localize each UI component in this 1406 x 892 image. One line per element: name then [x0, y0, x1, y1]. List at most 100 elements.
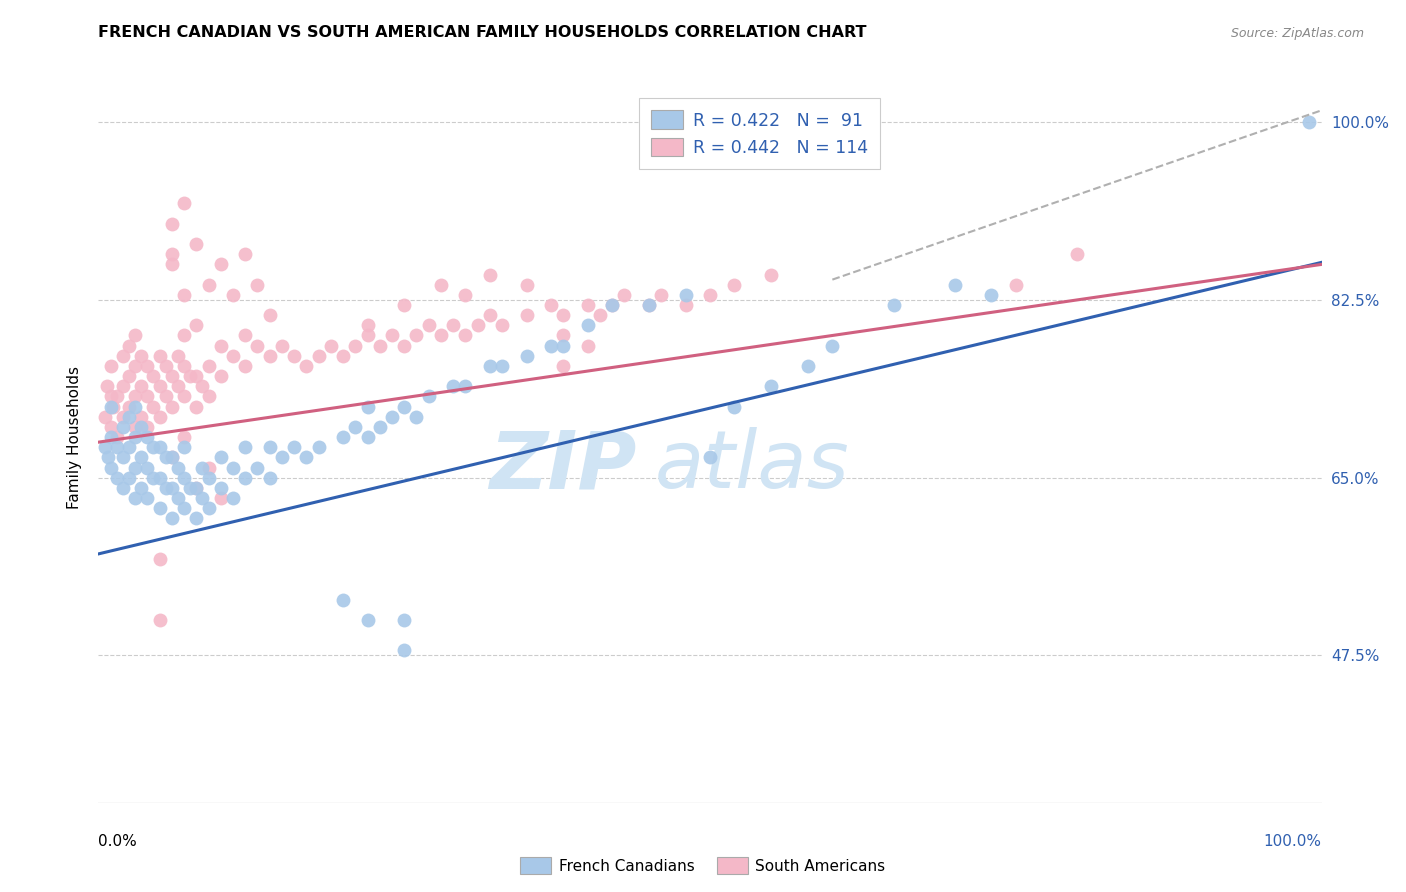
Point — [553, 308, 575, 322]
Point — [246, 460, 269, 475]
Point — [129, 420, 152, 434]
Point — [381, 409, 404, 424]
Point — [209, 491, 232, 505]
Point — [142, 440, 165, 454]
Point — [124, 389, 146, 403]
Point — [136, 420, 159, 434]
Point — [149, 349, 172, 363]
Point — [418, 389, 440, 403]
Point — [197, 471, 219, 485]
Point — [136, 389, 159, 403]
Point — [515, 349, 537, 363]
Point — [173, 196, 195, 211]
Point — [100, 420, 122, 434]
Point — [222, 349, 245, 363]
Point — [118, 440, 141, 454]
Point — [723, 277, 745, 292]
Point — [100, 389, 122, 403]
Point — [491, 359, 513, 373]
Point — [124, 460, 146, 475]
Point — [943, 277, 966, 292]
Point — [295, 450, 318, 465]
Point — [209, 338, 232, 352]
Point — [105, 430, 128, 444]
Point — [723, 400, 745, 414]
Text: FRENCH CANADIAN VS SOUTH AMERICAN FAMILY HOUSEHOLDS CORRELATION CHART: FRENCH CANADIAN VS SOUTH AMERICAN FAMILY… — [98, 25, 868, 40]
Point — [797, 359, 820, 373]
Point — [105, 471, 128, 485]
Point — [540, 298, 562, 312]
Point — [821, 338, 844, 352]
Point — [118, 471, 141, 485]
Point — [392, 643, 416, 657]
Point — [118, 409, 141, 424]
Point — [233, 247, 256, 261]
Point — [155, 450, 177, 465]
Point — [97, 450, 120, 465]
Text: 100.0%: 100.0% — [1264, 834, 1322, 849]
Point — [356, 613, 378, 627]
Point — [980, 288, 1002, 302]
Point — [540, 338, 562, 352]
Legend: French Canadians, South Americans: French Canadians, South Americans — [515, 851, 891, 880]
Point — [197, 501, 219, 516]
Point — [405, 328, 427, 343]
Point — [368, 420, 391, 434]
Point — [96, 379, 118, 393]
Point — [191, 460, 214, 475]
Point — [136, 460, 159, 475]
Point — [149, 613, 172, 627]
Point — [186, 481, 208, 495]
Text: ZIP: ZIP — [489, 427, 637, 506]
Point — [638, 298, 661, 312]
Point — [186, 511, 208, 525]
Point — [454, 288, 477, 302]
Point — [259, 308, 281, 322]
Point — [246, 277, 269, 292]
Point — [454, 328, 477, 343]
Point — [295, 359, 318, 373]
Point — [222, 491, 245, 505]
Point — [246, 338, 269, 352]
Point — [129, 450, 152, 465]
Point — [173, 440, 195, 454]
Point — [186, 237, 208, 252]
Point — [111, 379, 134, 393]
Point — [233, 328, 256, 343]
Point — [160, 217, 183, 231]
Point — [259, 440, 281, 454]
Point — [209, 481, 232, 495]
Point — [675, 288, 697, 302]
Point — [356, 430, 378, 444]
Point — [160, 450, 183, 465]
Point — [111, 450, 134, 465]
Point — [368, 338, 391, 352]
Point — [553, 359, 575, 373]
Point — [100, 460, 122, 475]
Point — [100, 400, 122, 414]
Point — [136, 359, 159, 373]
Point — [283, 440, 305, 454]
Point — [259, 349, 281, 363]
Point — [160, 481, 183, 495]
Point — [124, 359, 146, 373]
Point — [124, 430, 146, 444]
Point — [124, 328, 146, 343]
Point — [1298, 115, 1320, 129]
Point — [173, 430, 195, 444]
Point — [233, 359, 256, 373]
Point — [160, 369, 183, 384]
Point — [160, 511, 183, 525]
Point — [356, 400, 378, 414]
Point — [613, 288, 636, 302]
Point — [209, 450, 232, 465]
Point — [124, 420, 146, 434]
Point — [129, 349, 152, 363]
Point — [761, 268, 783, 282]
Point — [160, 400, 183, 414]
Point — [638, 298, 661, 312]
Y-axis label: Family Households: Family Households — [67, 366, 83, 508]
Point — [118, 369, 141, 384]
Point — [167, 349, 190, 363]
Point — [149, 552, 172, 566]
